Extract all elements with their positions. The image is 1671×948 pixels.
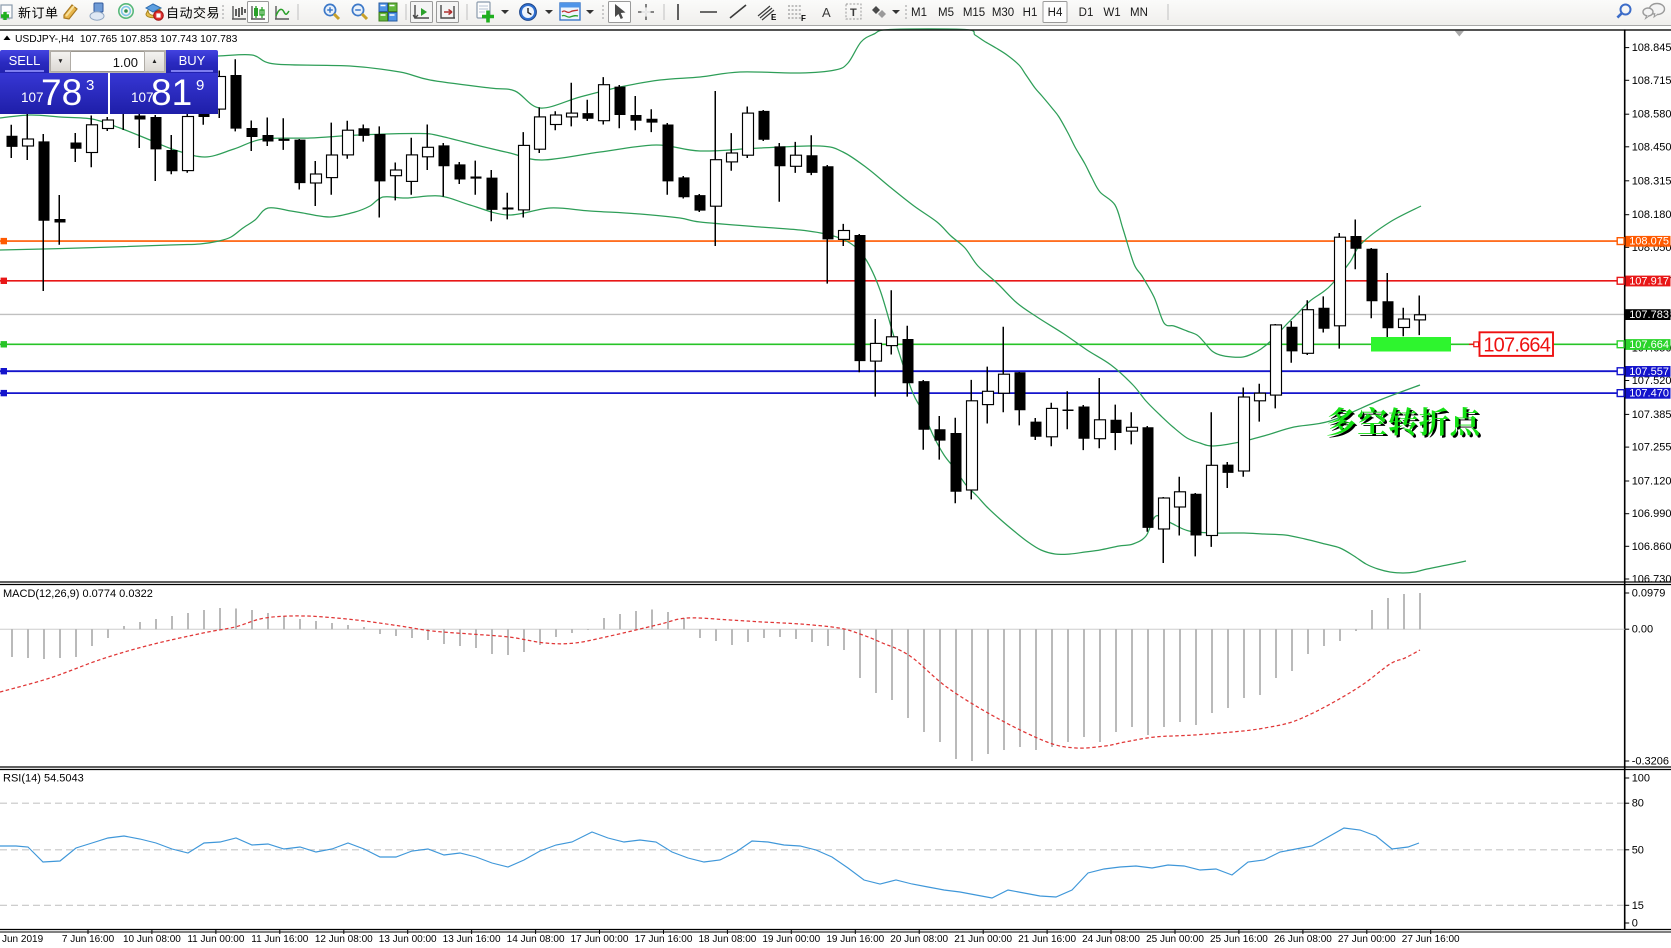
svg-text:107.783: 107.783 bbox=[1629, 309, 1669, 321]
svg-text:25 Jun 16:00: 25 Jun 16:00 bbox=[1210, 934, 1268, 945]
svg-text:107.520: 107.520 bbox=[1632, 375, 1671, 387]
svg-text:25 Jun 00:00: 25 Jun 00:00 bbox=[1146, 934, 1204, 945]
svg-text:0.0979: 0.0979 bbox=[1632, 588, 1666, 600]
svg-text:M15: M15 bbox=[963, 7, 985, 19]
svg-text:11 Jun 00:00: 11 Jun 00:00 bbox=[187, 934, 245, 945]
svg-text:106.990: 106.990 bbox=[1632, 508, 1671, 520]
svg-text:13 Jun 16:00: 13 Jun 16:00 bbox=[443, 934, 501, 945]
svg-text:21 Jun 16:00: 21 Jun 16:00 bbox=[1018, 934, 1076, 945]
svg-text:107.664: 107.664 bbox=[1483, 334, 1550, 356]
svg-text:24 Jun 08:00: 24 Jun 08:00 bbox=[1082, 934, 1140, 945]
svg-text:108.845: 108.845 bbox=[1632, 42, 1671, 54]
svg-text:RSI(14) 54.5043: RSI(14) 54.5043 bbox=[3, 773, 84, 785]
svg-text:13 Jun 00:00: 13 Jun 00:00 bbox=[379, 934, 437, 945]
svg-text:108.450: 108.450 bbox=[1632, 141, 1671, 153]
svg-text:27 Jun 16:00: 27 Jun 16:00 bbox=[1402, 934, 1460, 945]
svg-text:108.180: 108.180 bbox=[1632, 209, 1671, 221]
svg-text:107.557: 107.557 bbox=[1629, 366, 1669, 378]
svg-text:M30: M30 bbox=[992, 7, 1014, 19]
svg-text:107.917: 107.917 bbox=[1629, 275, 1669, 287]
svg-text:17 Jun 16:00: 17 Jun 16:00 bbox=[635, 934, 693, 945]
svg-text:107.470: 107.470 bbox=[1629, 388, 1669, 400]
svg-text:107.385: 107.385 bbox=[1632, 409, 1671, 421]
svg-text:-0.3206: -0.3206 bbox=[1632, 756, 1669, 768]
svg-text:108.715: 108.715 bbox=[1632, 75, 1671, 87]
svg-text:A: A bbox=[822, 5, 831, 20]
svg-text:MN: MN bbox=[1130, 7, 1148, 19]
svg-text:108.075: 108.075 bbox=[1629, 236, 1669, 248]
svg-text:50: 50 bbox=[1632, 844, 1644, 856]
svg-text:107.120: 107.120 bbox=[1632, 476, 1671, 488]
svg-text:100: 100 bbox=[1632, 773, 1650, 785]
svg-text:15: 15 bbox=[1632, 900, 1644, 912]
svg-text:12 Jun 08:00: 12 Jun 08:00 bbox=[315, 934, 373, 945]
svg-text:Jun 2019: Jun 2019 bbox=[2, 934, 44, 945]
svg-text:107.664: 107.664 bbox=[1629, 339, 1669, 351]
svg-text:26 Jun 08:00: 26 Jun 08:00 bbox=[1274, 934, 1332, 945]
svg-text:7 Jun 16:00: 7 Jun 16:00 bbox=[62, 934, 115, 945]
svg-text:E: E bbox=[771, 13, 777, 22]
svg-text:108.580: 108.580 bbox=[1632, 109, 1671, 121]
svg-text:108.315: 108.315 bbox=[1632, 175, 1671, 187]
svg-text:W1: W1 bbox=[1103, 7, 1120, 19]
svg-text:21 Jun 00:00: 21 Jun 00:00 bbox=[954, 934, 1012, 945]
svg-text:MACD(12,26,9) 0.0774 0.0322: MACD(12,26,9) 0.0774 0.0322 bbox=[3, 588, 153, 600]
svg-text:19 Jun 16:00: 19 Jun 16:00 bbox=[826, 934, 884, 945]
svg-text:11 Jun 16:00: 11 Jun 16:00 bbox=[251, 934, 309, 945]
svg-text:106.730: 106.730 bbox=[1632, 574, 1671, 586]
svg-text:14 Jun 08:00: 14 Jun 08:00 bbox=[507, 934, 565, 945]
svg-text:10 Jun 08:00: 10 Jun 08:00 bbox=[123, 934, 181, 945]
svg-text:27 Jun 00:00: 27 Jun 00:00 bbox=[1338, 934, 1396, 945]
svg-text:H4: H4 bbox=[1048, 7, 1063, 19]
svg-text:17 Jun 00:00: 17 Jun 00:00 bbox=[571, 934, 629, 945]
svg-text:19 Jun 00:00: 19 Jun 00:00 bbox=[762, 934, 820, 945]
svg-text:USDJPY-,H4 107.765 107.853 10: USDJPY-,H4 107.765 107.853 107.743 107.7… bbox=[15, 34, 238, 45]
svg-text:D1: D1 bbox=[1079, 7, 1094, 19]
svg-text:20 Jun 08:00: 20 Jun 08:00 bbox=[890, 934, 948, 945]
svg-text:T: T bbox=[850, 7, 857, 19]
svg-text:107.255: 107.255 bbox=[1632, 442, 1671, 454]
svg-text:106.860: 106.860 bbox=[1632, 541, 1671, 553]
svg-text:0: 0 bbox=[1632, 918, 1638, 930]
svg-text:H1: H1 bbox=[1023, 7, 1038, 19]
svg-text:M1: M1 bbox=[911, 7, 927, 19]
svg-text:80: 80 bbox=[1632, 798, 1644, 810]
svg-text:18 Jun 08:00: 18 Jun 08:00 bbox=[698, 934, 756, 945]
svg-text:F: F bbox=[801, 14, 806, 23]
svg-text:M5: M5 bbox=[938, 7, 954, 19]
svg-text:0.00: 0.00 bbox=[1632, 624, 1653, 636]
